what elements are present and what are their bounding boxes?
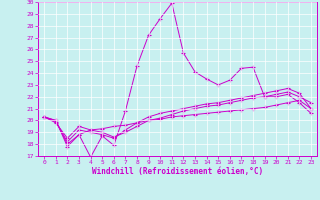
X-axis label: Windchill (Refroidissement éolien,°C): Windchill (Refroidissement éolien,°C) [92,167,263,176]
